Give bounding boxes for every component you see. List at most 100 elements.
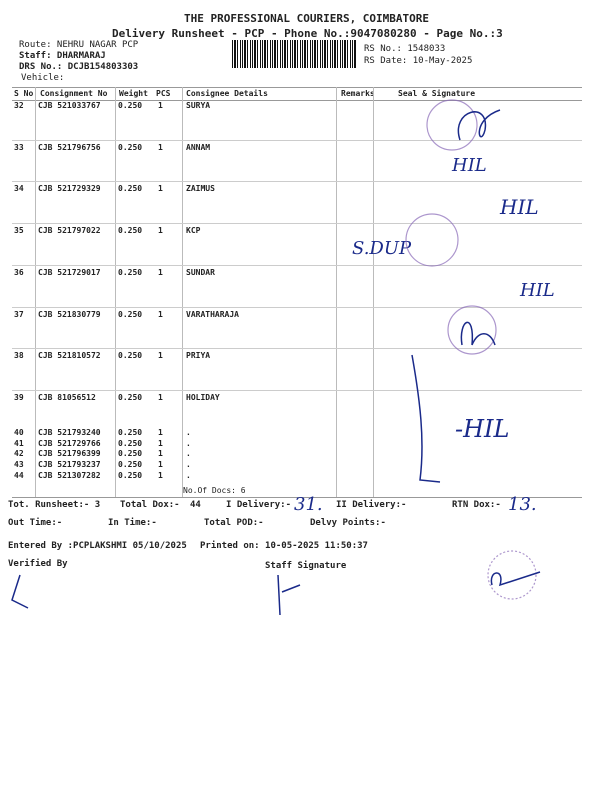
col-seal: Seal & Signature <box>398 89 476 98</box>
cell-weight: 0.250 <box>118 439 143 448</box>
row-divider <box>12 181 582 182</box>
cell-consignee: ZAIMUS <box>186 184 215 193</box>
cell-weight: 0.250 <box>118 460 143 469</box>
col-weight: Weight <box>119 89 148 98</box>
route: Route: NEHRU NAGAR PCP <box>19 40 139 50</box>
cell-sno: 41 <box>14 439 24 448</box>
row-divider <box>12 140 582 141</box>
runsheet-subtitle: Delivery Runsheet - PCP - Phone No.:9047… <box>112 27 503 40</box>
row-divider <box>12 390 582 391</box>
cell-pcs: 1 <box>158 449 163 458</box>
cell-consignee: . <box>186 460 191 469</box>
cell-pcs: 1 <box>158 184 163 193</box>
row-divider <box>12 307 582 308</box>
handwritten-hil: HIL <box>520 280 555 301</box>
cell-consignment: CJB 521796399 <box>38 449 101 458</box>
col-line <box>336 87 337 497</box>
cell-sno: 36 <box>14 268 24 277</box>
total-dox: 44 <box>190 500 201 510</box>
cell-sno: 40 <box>14 428 24 437</box>
staff-signature-label: Staff Signature <box>265 561 347 571</box>
col-line <box>35 87 36 497</box>
signature-stroke <box>460 321 496 346</box>
verified-by: Verified By <box>8 559 68 569</box>
cell-consignee: PRIYA <box>186 351 211 360</box>
i-delivery-handwritten: 31. <box>294 494 323 515</box>
bracket-stroke <box>411 354 441 483</box>
col-sno: S No <box>14 89 34 98</box>
handwritten-signature: S.DUP <box>352 238 412 259</box>
row-divider <box>12 223 582 224</box>
rtn-dox-handwritten: 13. <box>508 494 537 515</box>
cell-consignment: CJB 521033767 <box>38 101 101 110</box>
cell-pcs: 1 <box>158 439 163 448</box>
printed-on: Printed on: 10-05-2025 11:50:37 <box>200 541 368 551</box>
out-time: Out Time:- <box>8 518 63 528</box>
cell-consignee: SUNDAR <box>186 268 215 277</box>
total-dox-label: Total Dox:- <box>120 500 180 510</box>
cell-weight: 0.250 <box>118 428 143 437</box>
cell-sno: 33 <box>14 143 24 152</box>
cell-sno: 37 <box>14 310 24 319</box>
row-divider <box>12 265 582 266</box>
receiver-signature <box>490 571 541 587</box>
cell-consignment: CJB 521830779 <box>38 310 101 319</box>
divider <box>12 100 582 101</box>
cell-sno: 34 <box>14 184 24 193</box>
cell-consignee: SURYA <box>186 101 211 110</box>
col-line <box>115 87 116 497</box>
drs-no: DRS No.: DCJB154803303 <box>19 62 139 72</box>
tot-runsheet: Tot. Runsheet:- 3 <box>8 500 101 510</box>
cell-consignment: CJB 521793237 <box>38 460 101 469</box>
col-consignment: Consignment No <box>40 89 108 98</box>
cell-weight: 0.250 <box>118 393 143 402</box>
cell-weight: 0.250 <box>118 268 143 277</box>
col-line <box>182 87 183 497</box>
barcode <box>232 40 357 68</box>
vehicle: Vehicle: <box>21 73 65 83</box>
signature-stroke <box>457 109 501 141</box>
ii-delivery: II Delivery:- <box>336 500 407 510</box>
company-stamp <box>405 213 459 267</box>
rs-no: RS No.: 1548033 <box>364 44 446 54</box>
cell-pcs: 1 <box>158 143 163 152</box>
rs-date: RS Date: 10-May-2025 <box>364 56 473 66</box>
cell-sno: 39 <box>14 393 24 402</box>
cell-pcs: 1 <box>158 226 163 235</box>
company-stamp <box>426 99 478 151</box>
company-title: THE PROFESSIONAL COURIERS, COIMBATORE <box>184 12 430 25</box>
cell-consignment: CJB 521729017 <box>38 268 101 277</box>
cell-consignment: CJB 521729766 <box>38 439 101 448</box>
staff: Staff: DHARMARAJ <box>19 51 106 61</box>
handwritten-hil: -HIL <box>455 415 510 443</box>
col-pcs: PCS <box>156 89 171 98</box>
cell-consignee: . <box>186 449 191 458</box>
rtn-dox: RTN Dox:- <box>452 500 501 510</box>
cell-consignee: . <box>186 428 191 437</box>
cell-consignee: . <box>186 439 191 448</box>
cell-consignee: . <box>186 471 191 480</box>
col-consignee: Consignee Details <box>186 89 268 98</box>
cell-pcs: 1 <box>158 101 163 110</box>
cell-consignment: CJB 521729329 <box>38 184 101 193</box>
cell-pcs: 1 <box>158 393 163 402</box>
cell-consignee: KCP <box>186 226 201 235</box>
cell-weight: 0.250 <box>118 143 143 152</box>
staff-signature <box>277 574 301 616</box>
cell-pcs: 1 <box>158 460 163 469</box>
handwritten-hil: HIL <box>452 155 487 176</box>
no-of-docs: No.Of Docs: 6 <box>183 486 246 495</box>
cell-pcs: 1 <box>158 268 163 277</box>
cell-weight: 0.250 <box>118 101 143 110</box>
total-pod: Total POD:- <box>204 518 264 528</box>
cell-pcs: 1 <box>158 471 163 480</box>
cell-consignee: VARATHARAJA <box>186 310 239 319</box>
divider <box>12 87 582 88</box>
divider <box>12 497 582 498</box>
cell-consignment: CJB 81056512 <box>38 393 96 402</box>
delvy-points: Delvy Points:- <box>310 518 386 528</box>
row-divider <box>12 348 582 349</box>
cell-consignee: HOLIDAY <box>186 393 220 402</box>
company-stamp <box>487 550 537 600</box>
